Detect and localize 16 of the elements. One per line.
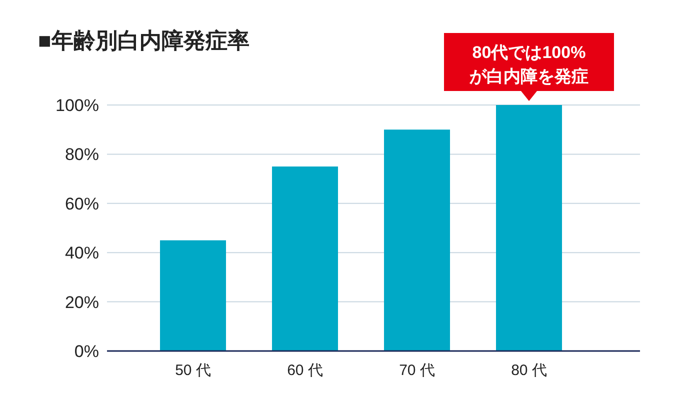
x-tick-label: 60 代 xyxy=(287,362,323,379)
x-tick-label: 70 代 xyxy=(399,362,435,379)
y-tick-label: 80% xyxy=(64,145,99,164)
y-tick-label: 100% xyxy=(56,96,99,115)
bar xyxy=(496,105,562,351)
bar xyxy=(384,130,450,351)
y-tick-label: 20% xyxy=(64,292,99,312)
bar xyxy=(160,240,226,351)
x-tick-label: 80 代 xyxy=(511,362,547,379)
y-tick-label: 40% xyxy=(64,244,99,263)
y-tick-label: 60% xyxy=(64,194,99,214)
annotation: 80代では100%が白内障を発症 xyxy=(468,43,588,86)
bar xyxy=(272,166,338,351)
x-tick-label: 50 代 xyxy=(175,362,211,379)
chart-title: ■年齢別白内障発症率 xyxy=(38,28,250,53)
y-tick-label: 0% xyxy=(74,342,99,361)
